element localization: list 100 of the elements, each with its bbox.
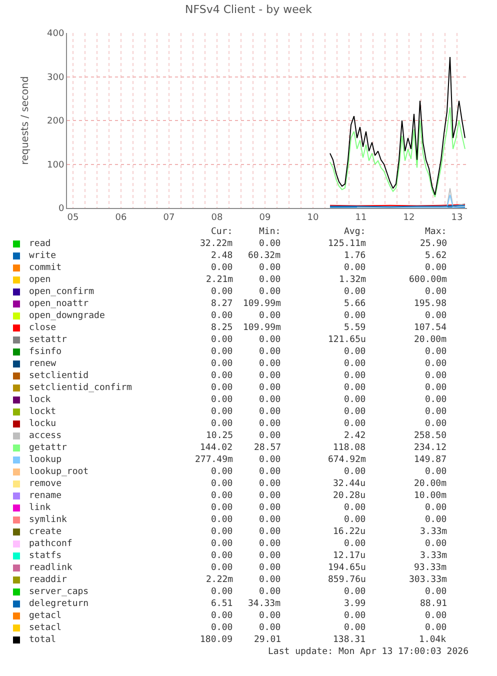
- text: 0.00: [211, 539, 233, 549]
- text: 0.00: [259, 479, 281, 489]
- text: 0.00: [259, 335, 281, 345]
- text: 25.90: [420, 239, 448, 249]
- text: 2.48: [211, 251, 233, 261]
- text: 859.76u: [328, 575, 366, 585]
- text: 0.00: [425, 359, 447, 369]
- chart-title: NFSv4 Client - by week: [184, 2, 313, 16]
- text: 0.00: [211, 551, 233, 561]
- text: 674.92m: [328, 455, 366, 465]
- text: 0.00: [344, 311, 366, 321]
- text: 20.28u: [333, 491, 366, 501]
- legend-label: setclientid: [29, 371, 89, 381]
- x-tick-label: 12: [403, 212, 415, 223]
- text: 0.00: [425, 395, 447, 405]
- text: 0.00: [259, 551, 281, 561]
- text: 0.00: [259, 311, 281, 321]
- text: 0.00: [211, 335, 233, 345]
- text: 0.00: [259, 575, 281, 585]
- text: 0.00: [425, 263, 447, 273]
- legend-label: symlink: [29, 515, 68, 525]
- text: 0.00: [259, 539, 281, 549]
- text: 1.32m: [339, 275, 366, 285]
- legend-label: setattr: [29, 335, 68, 345]
- text: 0.00: [344, 467, 366, 477]
- y-tick-label: 300: [47, 72, 64, 83]
- legend-label: lookup_root: [29, 467, 89, 477]
- text: 0.00: [425, 587, 447, 597]
- text: 109.99m: [243, 299, 281, 309]
- text: 29.01: [254, 635, 282, 645]
- text: 0.00: [425, 383, 447, 393]
- text: 0.00: [259, 407, 281, 417]
- text: 0.00: [259, 455, 281, 465]
- text: 0.00: [211, 515, 233, 525]
- text: 12.17u: [333, 551, 366, 561]
- text: 0.00: [259, 263, 281, 273]
- x-tick-label: 05: [67, 212, 79, 223]
- text: 1.04k: [419, 635, 447, 645]
- legend-label: getattr: [29, 443, 68, 453]
- y-axis-title: requests / second: [20, 76, 32, 165]
- text: 258.50: [414, 431, 447, 441]
- text: 0.00: [425, 623, 447, 633]
- legend-label: fsinfo: [29, 347, 62, 357]
- text: 0.00: [211, 479, 233, 489]
- text: 0.00: [211, 263, 233, 273]
- text: 194.65u: [328, 563, 366, 573]
- legend-label: lock: [29, 395, 52, 405]
- text: 2.22m: [206, 575, 234, 585]
- legend-label: rename: [29, 491, 62, 501]
- text: 0.00: [344, 383, 366, 393]
- x-tick-label: 06: [115, 212, 127, 223]
- text: 0.00: [425, 371, 447, 381]
- y-tick-label: 200: [47, 116, 64, 127]
- text: 60.32m: [248, 251, 281, 261]
- text: 0.00: [211, 419, 233, 429]
- legend-label: locku: [29, 419, 56, 429]
- text: 0.00: [211, 623, 233, 633]
- text: 0.00: [259, 431, 281, 441]
- legend-label: open_noattr: [29, 299, 90, 309]
- text: 0.00: [344, 263, 366, 273]
- text: 10.00m: [414, 491, 447, 501]
- text: 0.00: [425, 467, 447, 477]
- text: 0.00: [425, 419, 447, 429]
- text: 0.00: [259, 239, 281, 249]
- text: 149.87: [414, 455, 447, 465]
- legend-label: setclientid_confirm: [29, 383, 132, 393]
- y-tick-label: 400: [47, 29, 64, 40]
- x-tick-label: 13: [451, 212, 463, 223]
- text: 0.00: [211, 563, 233, 573]
- text: 107.54: [414, 323, 447, 333]
- text: 0.00: [259, 287, 281, 297]
- x-tick-label: 08: [211, 212, 223, 223]
- y-tick-label: 0: [58, 204, 64, 214]
- text: 0.00: [259, 491, 281, 501]
- text: 0.00: [259, 395, 281, 405]
- text: 0.00: [344, 587, 366, 597]
- text: 0.00: [259, 587, 281, 597]
- text: 0.00: [211, 407, 233, 417]
- text: 0.00: [344, 359, 366, 369]
- legend-label: commit: [29, 263, 62, 273]
- text: 0.00: [344, 347, 366, 357]
- text: 0.00: [259, 563, 281, 573]
- text: 303.33m: [409, 575, 447, 585]
- text: 0.00: [259, 371, 281, 381]
- text: 0.00: [211, 371, 233, 381]
- text: 180.09: [200, 635, 233, 645]
- legend-label: renew: [29, 359, 57, 369]
- x-tick-label: 11: [355, 212, 367, 223]
- text: 0.00: [344, 395, 366, 405]
- text: 20.00m: [414, 335, 447, 345]
- legend-label: readlink: [29, 563, 73, 573]
- text: 0.00: [344, 371, 366, 381]
- text: 118.08: [333, 443, 366, 453]
- legend-label: write: [29, 251, 56, 261]
- text: 28.57: [254, 443, 282, 453]
- text: 144.02: [200, 443, 233, 453]
- legend-label: statfs: [29, 551, 62, 561]
- text: 0.00: [425, 611, 447, 621]
- text: Avg:: [344, 227, 366, 237]
- text: 0.00: [344, 407, 366, 417]
